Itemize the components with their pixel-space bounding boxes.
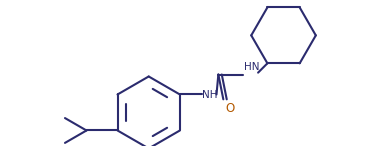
Text: O: O — [226, 102, 235, 115]
Text: HN: HN — [244, 62, 259, 72]
Text: NH: NH — [202, 90, 218, 100]
